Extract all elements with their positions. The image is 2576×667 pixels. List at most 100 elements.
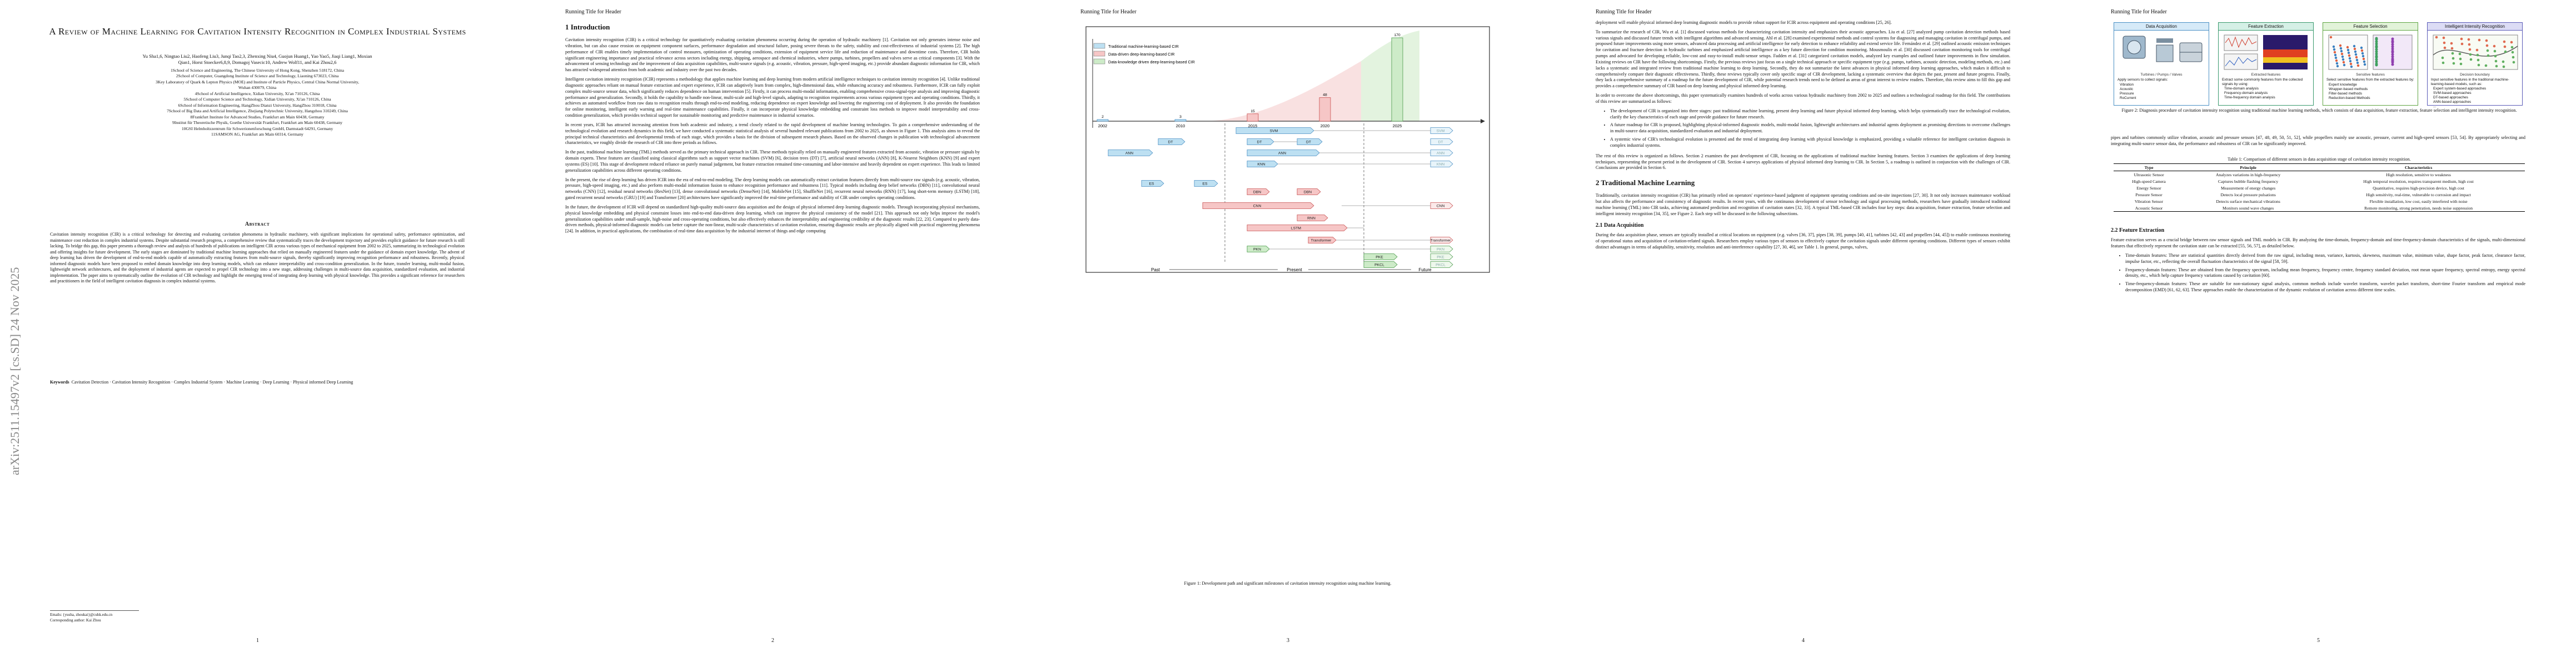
paragraph: Cavitation intensity recognition (CIR) i… <box>565 37 980 73</box>
table-cell: High-speed Camera <box>2132 178 2166 184</box>
method-label: KNN <box>1437 163 1444 167</box>
stage-item: SVM-based approaches <box>2433 91 2472 96</box>
method-label: SVM <box>1270 130 1278 133</box>
page-4-body: deployment will enable physical informed… <box>1596 20 2010 253</box>
year-tick-label: 2010 <box>1176 123 1185 128</box>
method-label: DT <box>1257 141 1262 145</box>
table-cell: Flexible installation, low cost, easily … <box>2369 198 2468 204</box>
method-label: RNN <box>1307 217 1316 221</box>
method-arrow <box>1247 188 1270 195</box>
stage-item: Filter-based methods <box>2329 91 2363 96</box>
stage-item: Expert knowledge <box>2329 82 2357 87</box>
contribution-item: A future roadmap for CIR is proposed, hi… <box>1610 122 2010 135</box>
paragraph: deployment will enable physical informed… <box>1596 20 1892 25</box>
section-title: 1 Introduction <box>565 23 610 31</box>
method-arrow <box>1430 202 1453 209</box>
feature-type-item: Frequency-domain features: These are obt… <box>2125 267 2525 280</box>
paragraph: To summarize the research of CIR, Wu et … <box>1596 29 2010 89</box>
year-tick-label: 2025 <box>1393 123 1402 128</box>
paragraph: In recent years, ICIR has attracted incr… <box>565 122 980 146</box>
method-label: PKCL <box>1436 263 1446 267</box>
stage-sub-label: Turbines / Pumps / Valves <box>2140 73 2183 77</box>
method-arrow <box>1297 138 1323 145</box>
method-label: DT <box>1306 141 1311 145</box>
method-label: LSTM <box>1291 227 1301 231</box>
method-label: PKN <box>1437 248 1444 252</box>
subsection-2-1-paragraph: During the data acquisition phase, senso… <box>1596 232 2010 250</box>
stage-illustration <box>2222 33 2310 73</box>
figure-2-caption: Figure 2: Diagnosis procedure of cavitat… <box>2121 108 2517 113</box>
legend-swatch <box>1093 43 1105 49</box>
method-arrow <box>1297 188 1321 195</box>
table-cell: Vibration Sensor <box>2134 198 2164 204</box>
figure-2: Data Acquisition Turbines / Pumps / Valve… <box>2114 22 2525 108</box>
method-arrow <box>1430 237 1453 243</box>
arxiv-stamp-text: arXiv:2511.15497v2 [cs.SD] 24 Nov 2025 <box>8 267 22 475</box>
year-tick-label: 2015 <box>1248 123 1257 128</box>
contribution-item: The development of CIR is organized into… <box>1610 108 2010 121</box>
running-header: Running Title for Header <box>565 9 621 15</box>
affiliation: 6School of Information Engineering, Hang… <box>178 102 337 108</box>
stage-item: Time-domain analysis <box>2224 87 2259 91</box>
table-cell: Ultrasonic Sensor <box>2134 172 2164 177</box>
page-3: Running Title for Header Traditional mac… <box>1030 0 1546 667</box>
method-arrow <box>1194 180 1218 187</box>
paper-title: A Review of Machine Learning for Cavitat… <box>49 26 466 37</box>
method-arrow <box>1363 253 1398 260</box>
bar-value-label: 170 <box>1394 33 1401 37</box>
stage-sub-label: Sensitive features <box>2356 73 2385 77</box>
table-1-caption: Table 1: Comparison of different sensors… <box>2228 157 2411 162</box>
table-row: Acoustic Sensor Monitors sound wave chang… <box>2114 205 2525 212</box>
method-label: ANN <box>1437 152 1444 156</box>
stage-item: Acoustic <box>2120 87 2134 91</box>
page-number: 1 <box>256 638 259 644</box>
stage-label: Future <box>1418 267 1432 272</box>
table-row: Vibration Sensor Detects surface mechanic… <box>2114 198 2525 205</box>
figure-1: Traditional machine-learning-based CIR Da… <box>1080 22 1495 278</box>
subsection-2-2-title: 2.2 Feature Extraction <box>2111 227 2165 233</box>
development-path-chart: Traditional machine-learning-based CIR Da… <box>1085 26 1490 273</box>
bar-value-label: 3 <box>1179 115 1182 119</box>
table-row: Ultrasonic Sensor Analyzes variations in … <box>2114 171 2525 178</box>
method-label: PKE <box>1437 256 1444 260</box>
table-cell: Measurement of energy changes <box>2220 185 2276 191</box>
method-label: DBN <box>1253 191 1261 195</box>
page-number: 5 <box>2317 638 2320 644</box>
table-cell: Pressure Sensor <box>2135 192 2163 197</box>
table-header-cell: Type <box>2144 165 2154 170</box>
authors-line-2: Qian1, Horst Stoecker6,8,9, Domagoj Vase… <box>178 59 337 66</box>
method-label: KNN <box>1257 163 1265 167</box>
stage-item: Reduction-based Methods <box>2329 96 2370 100</box>
table-row: High-speed Camera Captures bubble flashin… <box>2114 178 2525 185</box>
stage-illustration <box>2117 33 2205 73</box>
footnote-corresponding: Corresponding author: Kai Zhou <box>50 618 101 623</box>
table-cell: High resolution, sensitive to weakness <box>2386 172 2451 177</box>
table-cell: Analyzes variations in high-frequency <box>2216 172 2281 177</box>
method-label: PKE <box>1376 256 1383 260</box>
affiliation: 9Institut für Theoretische Physik, Goeth… <box>172 120 343 126</box>
stage-illustration <box>2326 33 2414 73</box>
figure-frame <box>1085 26 1490 273</box>
running-header: Running Title for Header <box>2111 9 2167 15</box>
method-arrow <box>1247 225 1348 231</box>
table-cell: High temporal resolution, requires trans… <box>2363 178 2474 184</box>
legend-label: Data-driven deep-learning-based CIR <box>1108 52 1174 57</box>
page-number: 2 <box>771 638 774 644</box>
table-cell: Monitors sound wave changes <box>2223 205 2274 211</box>
method-label: ANN <box>1125 152 1133 156</box>
method-label: CNN <box>1253 205 1262 208</box>
page-1: arXiv:2511.15497v2 [cs.SD] 24 Nov 2025 A… <box>0 0 515 667</box>
growth-area-deep <box>1208 61 1361 121</box>
page-5-para-1: pipes and turbines commonly utilize vibr… <box>2111 135 2525 151</box>
legend-swatch <box>1093 51 1105 57</box>
running-header: Running Title for Header <box>1080 9 1137 15</box>
bar-2020 <box>1319 97 1331 122</box>
table-cell: Acoustic Sensor <box>2135 205 2163 211</box>
abstract-heading: Abstract <box>245 221 270 227</box>
method-arrow <box>1430 127 1453 134</box>
author-list: Yu Sha1,6, Ningtao Liu2, Haofeng Liu3, J… <box>50 53 465 66</box>
growth-area-knowledge <box>1361 31 1419 121</box>
feature-type-item: Time-domain features: These are statisti… <box>2125 253 2525 265</box>
footnotes: Emails: {yusha, zhoukai}@cuhk.edu.cn Cor… <box>50 609 465 624</box>
stage-sub-label: Decision boundary <box>2460 73 2490 77</box>
